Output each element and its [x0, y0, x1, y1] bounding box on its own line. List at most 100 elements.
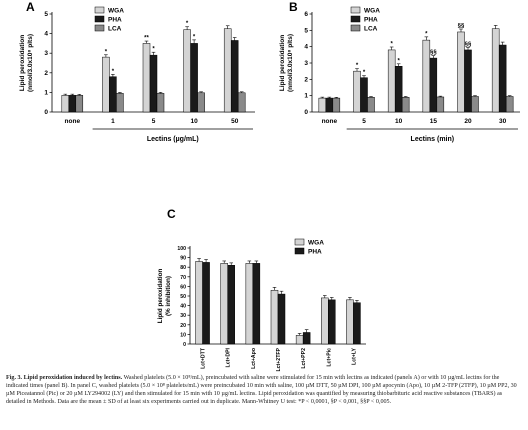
bar-wga — [245, 263, 254, 345]
legend-swatch-pha — [350, 15, 361, 23]
x-tick-label: 20 — [464, 118, 472, 125]
legend-label-wga: WGA — [308, 240, 324, 247]
y-tick-label: 20 — [180, 323, 186, 329]
bar-lca — [197, 92, 205, 113]
figure-caption: Fig. 3. Lipid peroxidation induced by le… — [6, 374, 522, 406]
bar-wga — [346, 299, 354, 345]
x-tick-label: Lct+Apo — [251, 348, 257, 369]
bar-wga — [102, 56, 110, 113]
bar-pha — [328, 299, 336, 345]
significance-mark: * — [363, 70, 366, 76]
chart-panel-b: B Lipid peroxidation (nmol/3.0x10⁸ plts) 0 1… — [279, 0, 520, 143]
bar-wga — [223, 28, 232, 113]
bar-wga — [295, 335, 304, 345]
x-tick-label: none — [322, 118, 338, 125]
y-axis-label-units: (% inhibition) — [165, 276, 172, 316]
significance-mark: * — [425, 31, 428, 37]
y-axis-label: Lipid peroxidation — [279, 35, 286, 91]
bar-wga — [387, 49, 396, 113]
bar-pha — [302, 332, 311, 345]
y-tick-label: 90 — [180, 256, 186, 262]
panel-letter: A — [26, 0, 35, 14]
x-axis-label: Lectins (µg/mL) — [147, 136, 199, 143]
y-tick-label: 5 — [304, 27, 308, 34]
legend-swatch-wga — [294, 238, 305, 246]
x-tick-label: Lct+2TFP — [276, 347, 282, 371]
bar-lca — [116, 93, 124, 113]
legend-label-wga: WGA — [108, 8, 124, 15]
legend-swatch-pha — [94, 15, 105, 23]
significance-mark: * — [152, 47, 155, 53]
bar-wga — [61, 95, 70, 113]
bar-lca — [505, 96, 514, 113]
bar-lca — [75, 95, 84, 113]
x-tick-label: 5 — [362, 118, 366, 125]
significance-mark: * — [105, 49, 108, 55]
legend-label-lca: LCA — [108, 26, 122, 33]
bar-pha — [353, 302, 361, 345]
bar-pha — [227, 265, 235, 345]
y-tick-label: 50 — [180, 294, 186, 300]
y-tick-label: 6 — [304, 11, 308, 18]
chart-panel-a: A Lipid peroxidation (nmol/3.0x10⁸ plts) 0 1… — [19, 0, 255, 143]
y-tick-label: 40 — [180, 304, 186, 310]
bar-pha — [109, 76, 117, 113]
significance-mark: §§ — [465, 42, 472, 48]
x-tick-label: 5 — [152, 118, 156, 125]
legend-swatch-pha — [294, 247, 305, 255]
bar-wga — [491, 28, 500, 113]
bar-wga — [195, 261, 203, 345]
caption-label: Fig. 3. Lipid peroxidation induced by le… — [6, 375, 123, 381]
x-tick-label: Lct+PP2 — [301, 348, 307, 369]
y-tick-label: 100 — [177, 246, 186, 252]
panel-letter: C — [167, 207, 176, 221]
legend-swatch-wga — [350, 6, 361, 14]
bar-lca — [156, 93, 165, 113]
legend-label-pha: PHA — [364, 17, 378, 24]
y-tick-label: 60 — [180, 284, 186, 290]
x-tick-label: Lct+Pic — [326, 348, 332, 367]
x-tick-label: none — [65, 118, 81, 125]
bar-lca — [401, 97, 410, 113]
y-tick-label: 0 — [183, 342, 186, 348]
bar-pha — [277, 293, 286, 345]
bar-pha — [202, 262, 210, 345]
x-tick-label: 1 — [111, 118, 115, 125]
y-tick-label: 4 — [304, 44, 308, 51]
x-axis-label: Lectins (min) — [411, 136, 455, 143]
y-tick-label: 30 — [180, 313, 186, 319]
y-tick-label: 10 — [180, 332, 186, 338]
y-tick-label: 1 — [304, 93, 308, 100]
bar-pha — [464, 49, 472, 113]
bar-wga — [422, 39, 431, 113]
significance-mark: ** — [144, 36, 149, 42]
bar-wga — [183, 29, 191, 113]
legend-label-lca: LCA — [364, 26, 378, 33]
bar-pha — [68, 95, 77, 113]
significance-mark: * — [397, 58, 400, 64]
bar-wga — [457, 31, 465, 113]
y-tick-label: 0 — [304, 109, 308, 116]
significance-mark: * — [390, 41, 393, 47]
significance-mark: * — [356, 63, 359, 69]
x-tick-label: 10 — [190, 118, 198, 125]
panel-letter: B — [289, 0, 298, 14]
bar-wga — [353, 70, 361, 113]
bar-lca — [436, 96, 445, 113]
bar-pha — [252, 263, 261, 345]
bar-pha — [149, 54, 158, 113]
legend-swatch-wga — [94, 6, 105, 14]
y-tick-label: 2 — [304, 76, 308, 83]
significance-mark: §§ — [430, 50, 437, 56]
x-tick-label: 50 — [231, 118, 239, 125]
significance-mark: * — [186, 21, 189, 27]
bar-pha — [498, 44, 507, 113]
y-tick-label: 4 — [44, 31, 48, 38]
significance-mark: §§ — [458, 24, 465, 30]
y-tick-label: 70 — [180, 275, 186, 281]
y-tick-label: 80 — [180, 265, 186, 271]
y-axis-label: Lipid peroxidation — [157, 269, 164, 324]
bar-pha — [394, 66, 403, 113]
bar-wga — [321, 297, 329, 345]
